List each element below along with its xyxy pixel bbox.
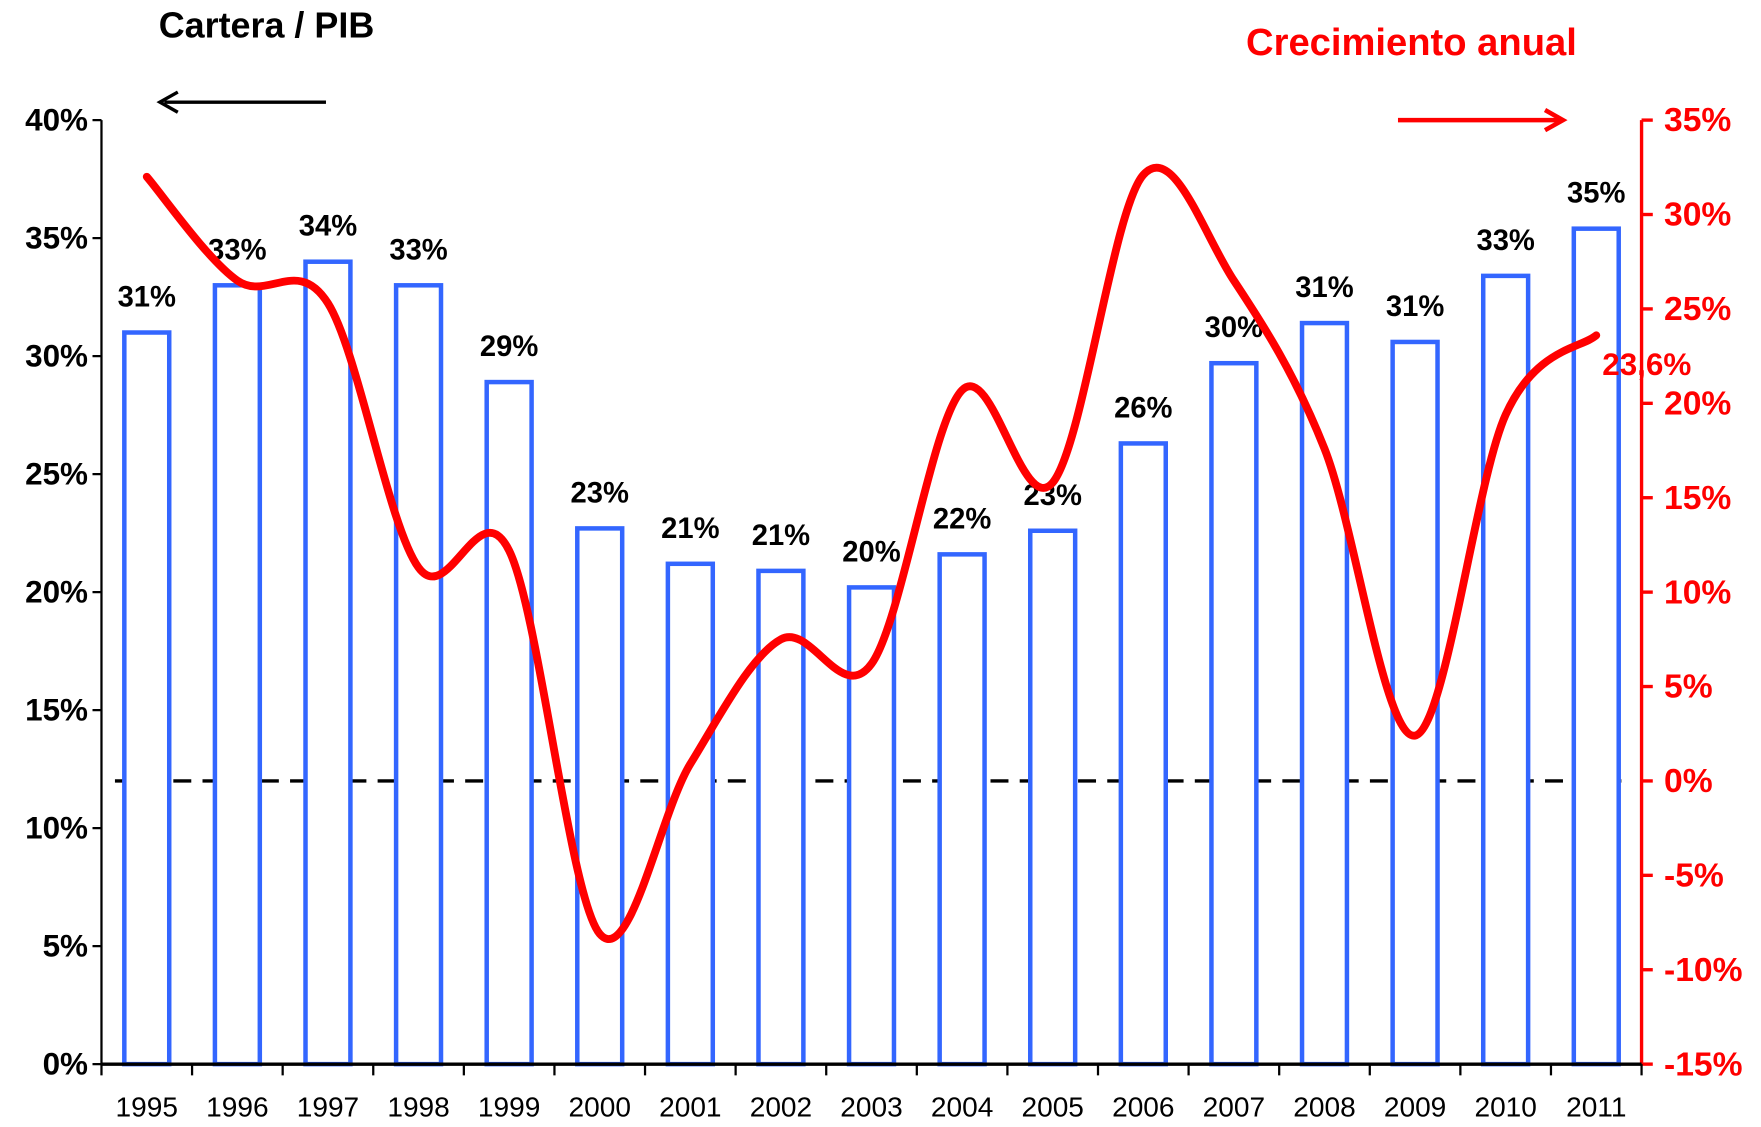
- x-tick-label: 2001: [659, 1091, 721, 1122]
- x-tick-label: 2008: [1293, 1091, 1355, 1122]
- bar: [122, 330, 172, 1067]
- x-tick-label: 2011: [1566, 1091, 1626, 1122]
- value-label: 33%: [1476, 225, 1534, 257]
- value-label: 29%: [480, 331, 538, 363]
- right-arrow: [1397, 108, 1568, 133]
- x-tick-label: 2009: [1384, 1091, 1446, 1122]
- y2-tick-label: -15%: [1664, 1046, 1743, 1083]
- bar: [1118, 441, 1168, 1067]
- value-label: 23%: [571, 477, 629, 509]
- y-tick-label: 30%: [25, 339, 88, 374]
- y-tick-label: 0%: [43, 1047, 88, 1082]
- series-legend-left: Cartera / PIB: [159, 5, 375, 46]
- x-tick-label: 1996: [206, 1091, 268, 1122]
- bar: [1209, 360, 1259, 1067]
- y-tick-label: 15%: [25, 693, 88, 728]
- y-tick-label: 10%: [25, 811, 88, 846]
- value-label: 31%: [1386, 291, 1444, 323]
- bar: [665, 561, 716, 1067]
- bar: [303, 259, 353, 1067]
- bar: [575, 526, 625, 1067]
- y2-tick-label: -5%: [1664, 857, 1724, 894]
- y2-tick-label: 30%: [1664, 197, 1731, 234]
- y2-tick-label: 0%: [1664, 763, 1713, 800]
- bar: [1480, 273, 1531, 1067]
- left-arrow: [156, 90, 326, 114]
- x-tick-label: 2003: [840, 1091, 902, 1122]
- y-tick-label: 40%: [25, 103, 88, 138]
- bar: [1299, 320, 1350, 1067]
- bar: [393, 283, 444, 1067]
- x-tick-label: 2005: [1022, 1091, 1084, 1122]
- value-label: 34%: [299, 211, 357, 243]
- x-tick-label: 1999: [478, 1091, 540, 1122]
- value-label: 33%: [389, 234, 447, 266]
- value-label: 26%: [1114, 392, 1172, 424]
- value-label: 21%: [661, 513, 719, 545]
- bar: [937, 552, 987, 1067]
- value-label: 20%: [842, 536, 900, 568]
- y2-tick-label: -10%: [1664, 952, 1743, 989]
- y2-tick-label: 5%: [1664, 669, 1713, 706]
- value-label: 31%: [118, 282, 176, 314]
- y-tick-label: 35%: [25, 221, 88, 256]
- x-tick-label: 2002: [750, 1091, 812, 1122]
- y-tick-label: 25%: [25, 457, 88, 492]
- x-tick-label: 1998: [387, 1091, 449, 1122]
- line: [142, 163, 1601, 943]
- bar: [484, 379, 534, 1067]
- y2-tick-label: 15%: [1664, 480, 1731, 517]
- x-tick-label: 2004: [931, 1091, 993, 1122]
- x-tick-label: 2000: [569, 1091, 631, 1122]
- x-tick-label: 1997: [297, 1091, 359, 1122]
- x-tick-label: 2010: [1474, 1091, 1536, 1122]
- y-tick-label: 5%: [43, 929, 88, 964]
- y2-tick-label: 10%: [1664, 574, 1731, 611]
- bar: [212, 283, 263, 1067]
- y-tick-label: 20%: [25, 575, 88, 610]
- x-tick-label: 2006: [1112, 1091, 1174, 1122]
- bar: [756, 568, 806, 1067]
- value-label: 31%: [1295, 272, 1353, 304]
- x-tick-label: 1995: [116, 1091, 178, 1122]
- value-label: 22%: [933, 503, 991, 535]
- series-legend-right: Crecimiento anual: [1246, 21, 1577, 64]
- value-label: 21%: [752, 520, 810, 552]
- y2-tick-label: 25%: [1664, 291, 1731, 328]
- bar: [1028, 528, 1078, 1067]
- y2-tick-label: 35%: [1664, 102, 1731, 139]
- value-label: 23,6%: [1602, 347, 1691, 382]
- y2-tick-label: 20%: [1664, 385, 1731, 422]
- x-tick-label: 2007: [1203, 1091, 1265, 1122]
- value-label: 35%: [1567, 178, 1625, 210]
